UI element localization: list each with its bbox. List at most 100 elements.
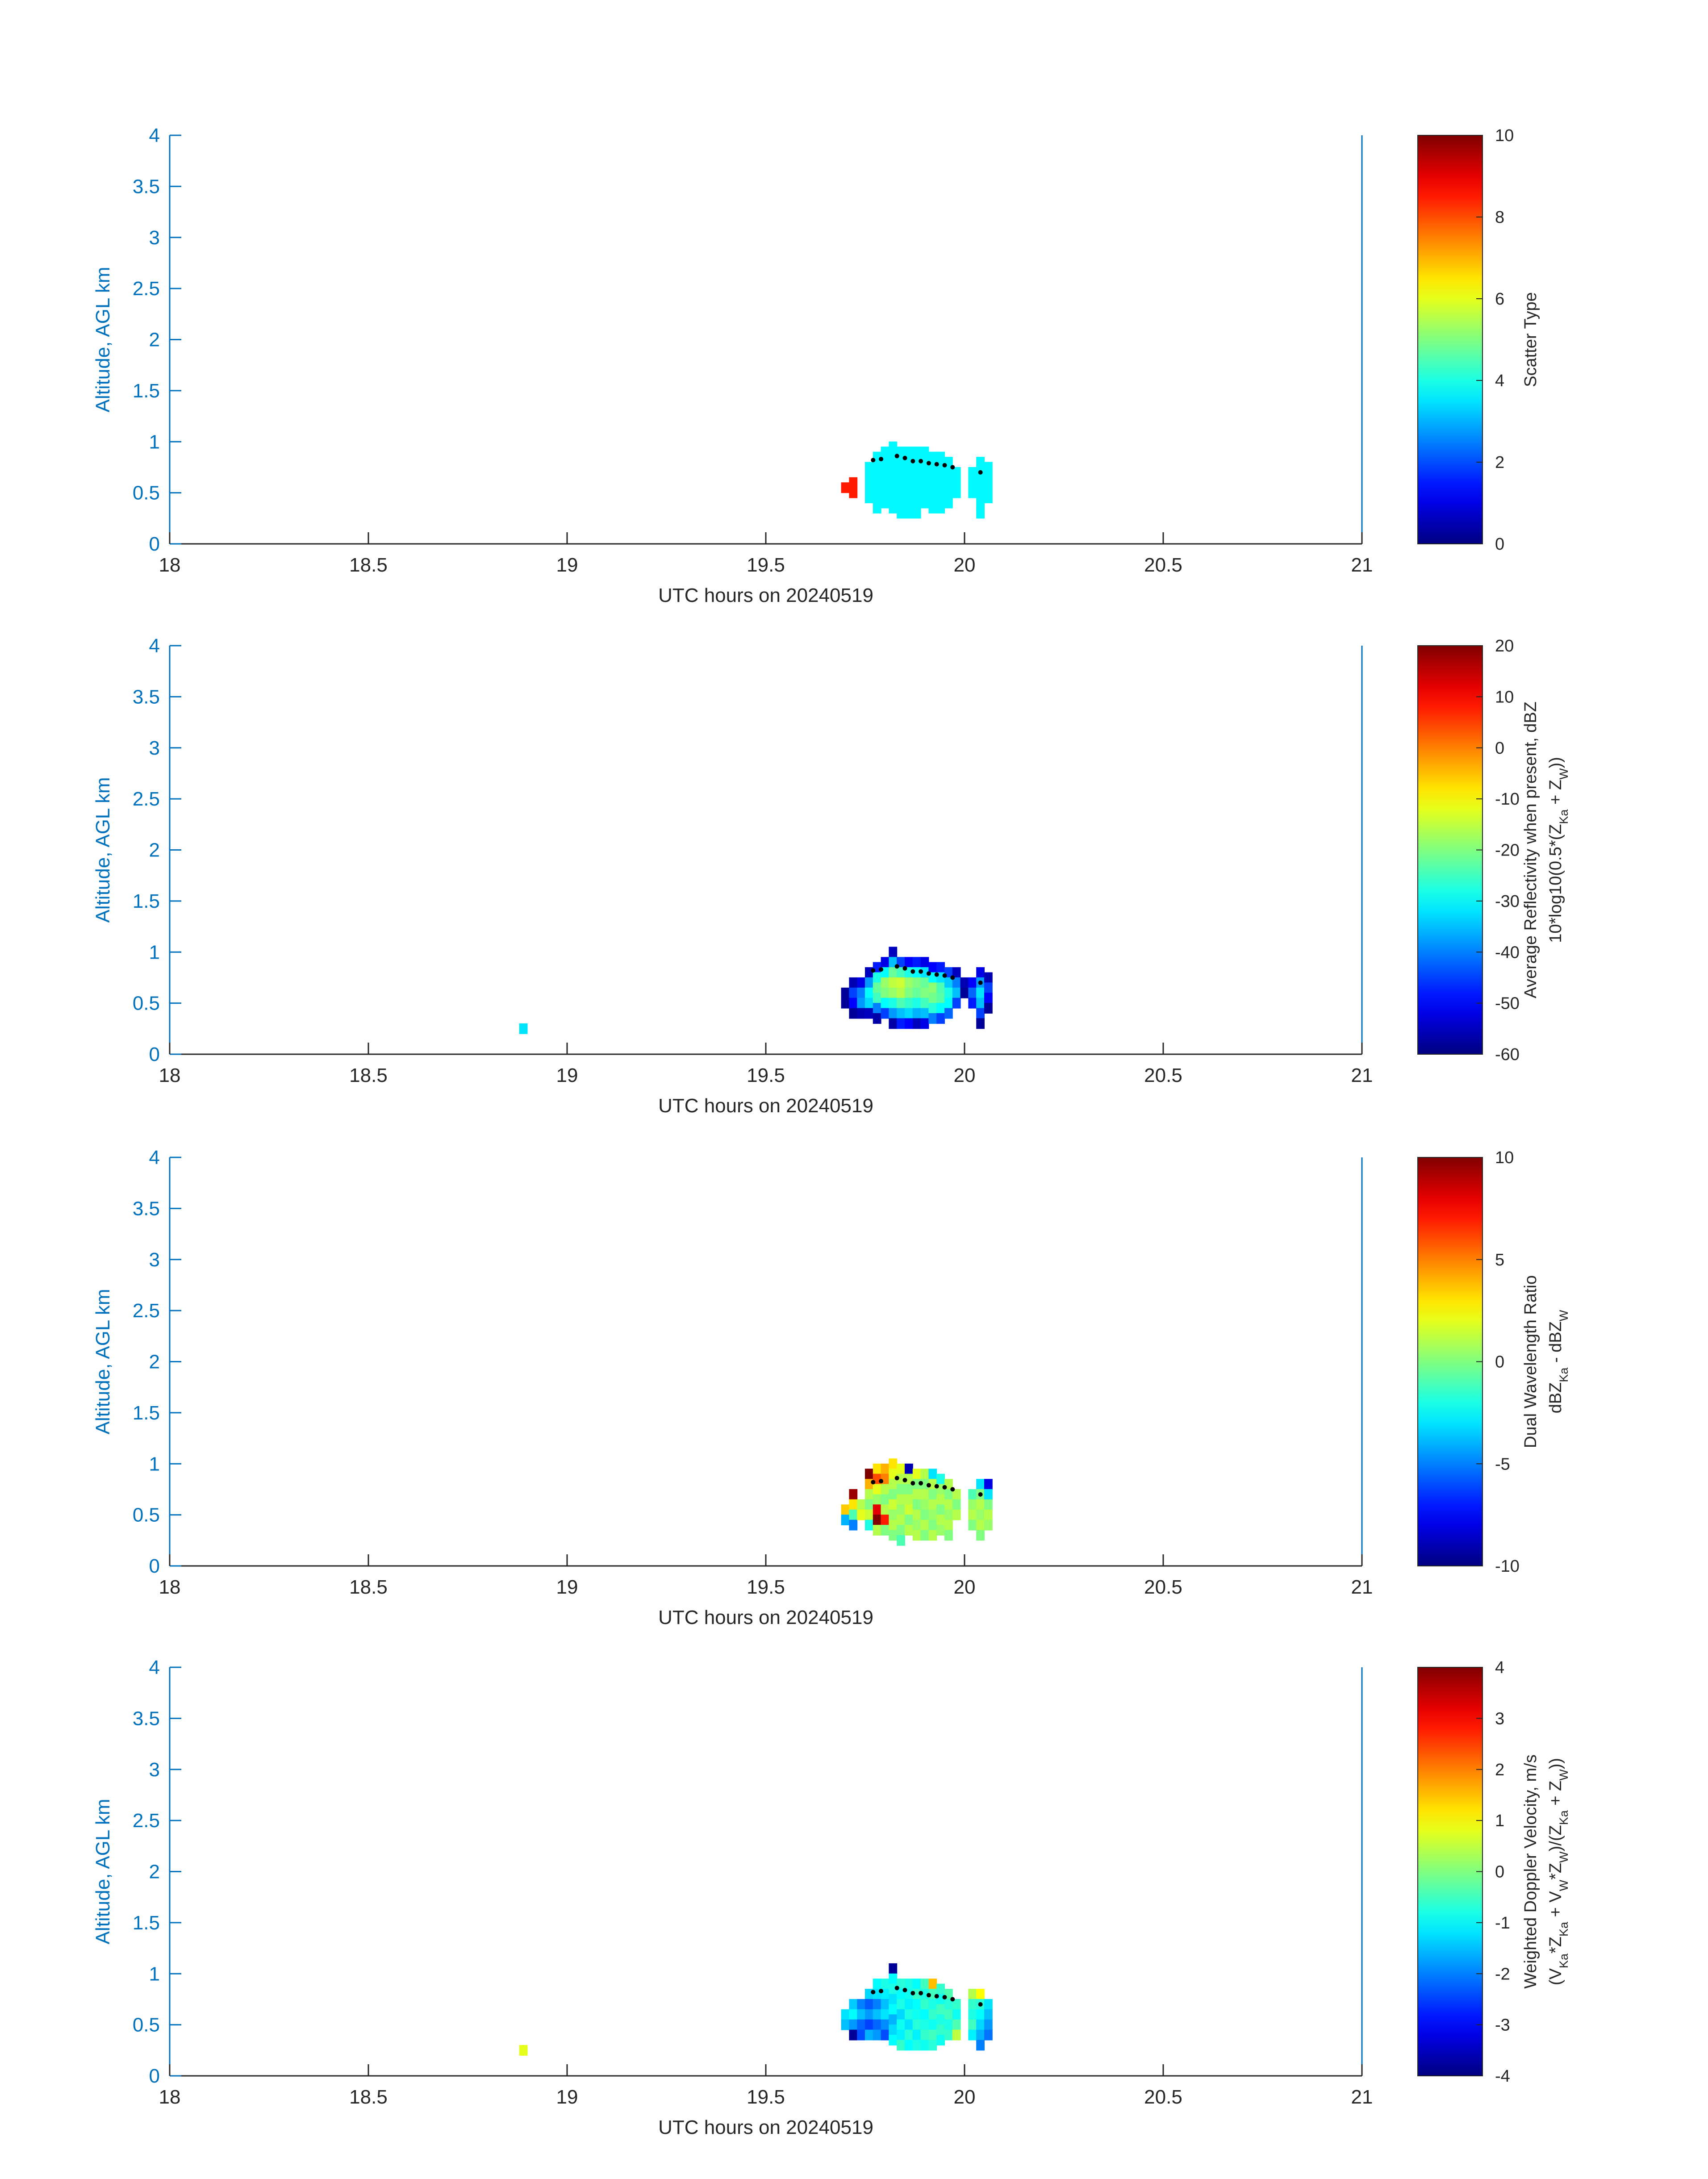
heatmap-cell [928, 1013, 937, 1024]
heatmap-cell [889, 2014, 898, 2025]
heatmap-cell [912, 977, 921, 988]
heatmap-cell [976, 987, 985, 998]
heatmap-cell [936, 472, 945, 483]
heatmap-cell [857, 2019, 865, 2030]
heatmap-cell [905, 467, 913, 478]
heatmap-cell [881, 1463, 889, 1474]
heatmap-cell [897, 1979, 905, 1990]
colorbar-label: 10*log10(0.5*(ZKa + ZW)) [1546, 757, 1570, 943]
heatmap-cell [912, 477, 921, 488]
cloud-base-dot [934, 972, 939, 977]
heatmap-cell [912, 2040, 921, 2051]
heatmap-cell [952, 2009, 961, 2020]
colorbar-tick-label: 10 [1495, 688, 1514, 706]
heatmap-cell [912, 447, 921, 458]
heatmap-cell [928, 962, 937, 973]
cloud-base-dot [910, 1991, 915, 1995]
heatmap-cell [912, 987, 921, 998]
heatmap-cell [889, 493, 898, 503]
heatmap-cell [873, 503, 881, 513]
colorbar-label: Weighted Doppler Velocity, m/s [1521, 1754, 1540, 1989]
heatmap-cell [976, 1018, 985, 1029]
heatmap-cell [928, 982, 937, 993]
colorbar-label: Scatter Type [1521, 292, 1540, 387]
heatmap-cell [889, 1479, 898, 1490]
heatmap-cell [865, 2019, 873, 2030]
y-tick-label: 1 [149, 941, 160, 963]
heatmap-cell [881, 1999, 889, 2010]
y-tick-label: 3 [149, 737, 160, 759]
cloud-base-dot [910, 969, 915, 974]
x-axis-label: UTC hours on 20240519 [658, 1095, 873, 1117]
heatmap-cell [968, 2009, 977, 2020]
heatmap-cell [897, 2029, 905, 2041]
heatmap-cell [952, 1509, 961, 1520]
heatmap-cell [920, 1999, 929, 2010]
heatmap-cell [873, 1525, 881, 1536]
heatmap-cell [968, 977, 977, 988]
y-tick-label: 1 [149, 1453, 160, 1475]
heatmap-cell [912, 2009, 921, 2020]
heatmap-cell [936, 2014, 945, 2025]
colorbar-tick-label: 6 [1495, 290, 1504, 309]
heatmap-cell [897, 1525, 905, 1536]
y-axis-label: Altitude, AGL km [92, 1289, 114, 1434]
heatmap-cell [984, 2019, 993, 2030]
heatmap-cell [968, 467, 977, 478]
cloud-base-dot [879, 1989, 884, 1994]
heatmap-cell [920, 487, 929, 498]
heatmap-cell [857, 977, 865, 988]
heatmap-cell [897, 467, 905, 478]
colorbar-gradient [1417, 1667, 1483, 2076]
heatmap-cell [897, 2009, 905, 2020]
heatmap-cell [881, 1515, 889, 1525]
cloud-base-dot [934, 1994, 939, 1999]
heatmap-cell [905, 447, 913, 458]
colorbar-tick-label: 0 [1495, 1353, 1504, 1372]
heatmap-cell [865, 2009, 873, 2020]
heatmap-cell [857, 998, 865, 1009]
y-tick-label: 0.5 [133, 482, 160, 504]
heatmap-cell [865, 1999, 873, 2010]
heatmap-cell [889, 1530, 898, 1541]
heatmap-cell [905, 1989, 913, 2000]
heatmap-cell [928, 482, 937, 493]
heatmap-cell [865, 977, 873, 988]
y-tick-label: 1 [149, 1963, 160, 1985]
heatmap-cells [519, 1963, 993, 2056]
colorbar-tick-label: -3 [1495, 2016, 1510, 2035]
heatmap-cell [889, 462, 898, 473]
heatmap-cell [976, 2040, 985, 2051]
heatmap-cell [960, 977, 969, 988]
x-axis-label: UTC hours on 20240519 [658, 1607, 873, 1628]
heatmap-cell [865, 1469, 873, 1480]
y-tick-label: 3 [149, 227, 160, 249]
heatmap-cell [905, 508, 913, 519]
x-tick-label: 18 [159, 2086, 181, 2108]
heatmap-cell [912, 1979, 921, 1990]
cloud-base-dot [942, 1485, 947, 1490]
heatmap-cell [936, 1013, 945, 1024]
heatmap-cell [897, 477, 905, 488]
heatmap-cell [873, 2009, 881, 2020]
heatmap-cell [889, 977, 898, 988]
heatmap-cell [849, 1519, 858, 1531]
heatmap-cell [912, 1509, 921, 1520]
heatmap-cell [912, 508, 921, 519]
heatmap-cell [944, 2029, 953, 2041]
cloud-base-dot [919, 459, 923, 463]
colorbar-gradient [1417, 1157, 1483, 1566]
heatmap-cell [928, 2019, 937, 2030]
heatmap-cell [881, 987, 889, 998]
heatmap-cell [976, 487, 985, 498]
heatmap-cell [897, 2019, 905, 2030]
heatmap-cell [920, 998, 929, 1009]
heatmap-cell [889, 2025, 898, 2035]
cloud-base-dot [871, 1480, 876, 1485]
heatmap-cell [881, 497, 889, 509]
cloud-base-dot [950, 1997, 955, 2002]
heatmap-cell [912, 1499, 921, 1510]
heatmap-cell [849, 477, 858, 488]
y-tick-label: 1.5 [133, 1912, 160, 1934]
heatmap-cell [905, 1999, 913, 2010]
